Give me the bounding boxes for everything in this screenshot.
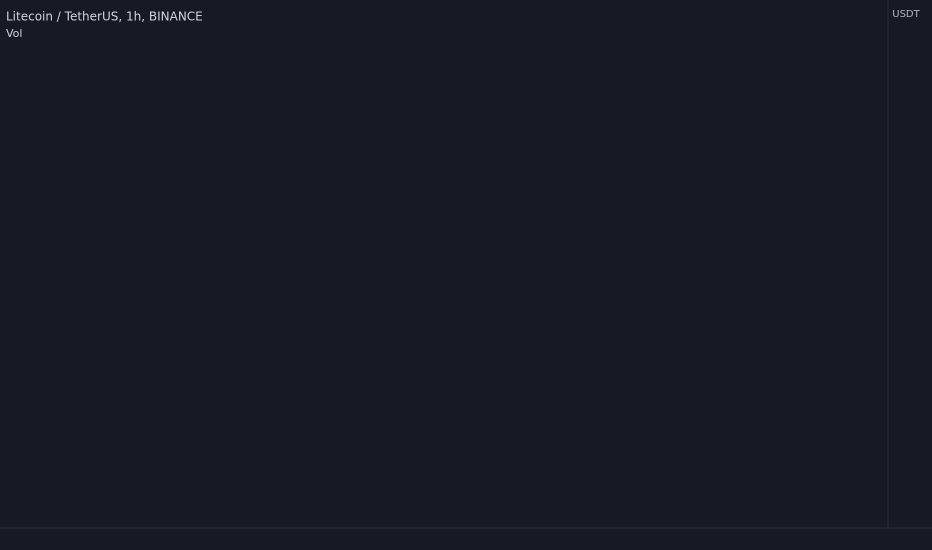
price-axis: [888, 0, 932, 550]
indicator-label: Vol: [6, 27, 22, 40]
chart-title: Litecoin / TetherUS, 1h, BINANCE: [6, 10, 203, 24]
currency-label: USDT: [892, 9, 920, 20]
